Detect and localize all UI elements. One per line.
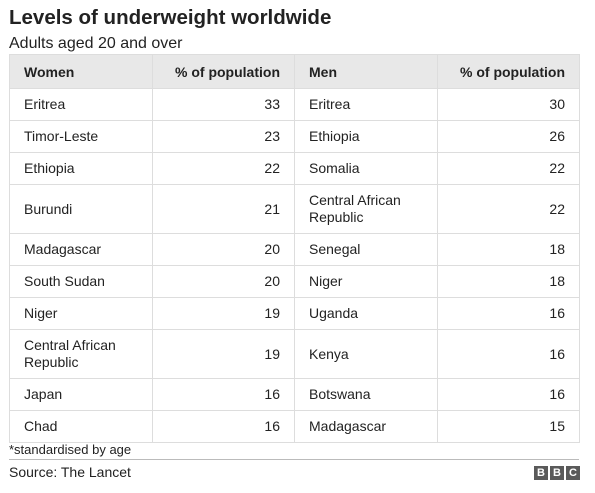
women-country-cell: South Sudan: [9, 265, 153, 298]
table-row: Chad 16 Madagascar 15: [9, 410, 580, 443]
table-row: South Sudan 20 Niger 18: [9, 265, 580, 298]
women-country-cell: Niger: [9, 297, 153, 330]
men-country-cell: Somalia: [294, 152, 438, 185]
men-country-cell: Madagascar: [294, 410, 438, 443]
table-row: Eritrea 33 Eritrea 30: [9, 88, 580, 121]
bbc-logo: B B C: [534, 466, 580, 480]
data-table: Women % of population Men % of populatio…: [9, 54, 580, 443]
men-value-cell: 22: [437, 184, 580, 234]
women-country-cell: Burundi: [9, 184, 153, 234]
women-country-cell: Timor-Leste: [9, 120, 153, 153]
table-row: Japan 16 Botswana 16: [9, 378, 580, 411]
women-country-cell: Chad: [9, 410, 153, 443]
logo-letter: C: [566, 466, 580, 480]
men-country-cell: Eritrea: [294, 88, 438, 121]
footnote: *standardised by age: [9, 442, 132, 457]
logo-letter: B: [534, 466, 548, 480]
men-country-cell: Central African Republic: [294, 184, 438, 234]
women-value-cell: 16: [152, 378, 295, 411]
men-country-cell: Kenya: [294, 329, 438, 379]
women-value-cell: 16: [152, 410, 295, 443]
women-value-cell: 19: [152, 297, 295, 330]
source-note: Source: The Lancet: [9, 464, 131, 480]
table-row: Ethiopia 22 Somalia 22: [9, 152, 580, 185]
women-country-cell: Ethiopia: [9, 152, 153, 185]
women-value-cell: 20: [152, 233, 295, 266]
men-country-cell: Niger: [294, 265, 438, 298]
men-value-cell: 15: [437, 410, 580, 443]
men-value-cell: 16: [437, 378, 580, 411]
women-country-cell: Central African Republic: [9, 329, 153, 379]
chart-subtitle: Adults aged 20 and over: [9, 35, 183, 52]
women-value-cell: 20: [152, 265, 295, 298]
women-value-cell: 21: [152, 184, 295, 234]
women-value-cell: 33: [152, 88, 295, 121]
header-women: Women: [9, 54, 153, 89]
men-value-cell: 30: [437, 88, 580, 121]
table-row: Madagascar 20 Senegal 18: [9, 233, 580, 266]
women-value-cell: 23: [152, 120, 295, 153]
table-row: Niger 19 Uganda 16: [9, 297, 580, 330]
women-value-cell: 22: [152, 152, 295, 185]
men-value-cell: 16: [437, 297, 580, 330]
table-header-row: Women % of population Men % of populatio…: [9, 54, 580, 89]
men-value-cell: 22: [437, 152, 580, 185]
men-country-cell: Uganda: [294, 297, 438, 330]
header-men: Men: [294, 54, 438, 89]
men-country-cell: Ethiopia: [294, 120, 438, 153]
women-country-cell: Eritrea: [9, 88, 153, 121]
header-women-percent: % of population: [152, 54, 295, 89]
men-value-cell: 18: [437, 233, 580, 266]
women-country-cell: Japan: [9, 378, 153, 411]
women-country-cell: Madagascar: [9, 233, 153, 266]
women-value-cell: 19: [152, 329, 295, 379]
table-body: Eritrea 33 Eritrea 30 Timor-Leste 23 Ethiopia 2…: [9, 88, 580, 443]
header-men-percent: % of population: [437, 54, 580, 89]
table-row: Burundi 21 Central African Republic 22: [9, 184, 580, 234]
logo-letter: B: [550, 466, 564, 480]
divider: [9, 459, 579, 460]
table-row: Timor-Leste 23 Ethiopia 26: [9, 120, 580, 153]
men-value-cell: 18: [437, 265, 580, 298]
table-row: Central African Republic 19 Kenya 16: [9, 329, 580, 379]
men-country-cell: Botswana: [294, 378, 438, 411]
men-country-cell: Senegal: [294, 233, 438, 266]
men-value-cell: 16: [437, 329, 580, 379]
men-value-cell: 26: [437, 120, 580, 153]
chart-title: Levels of underweight worldwide: [9, 6, 332, 29]
